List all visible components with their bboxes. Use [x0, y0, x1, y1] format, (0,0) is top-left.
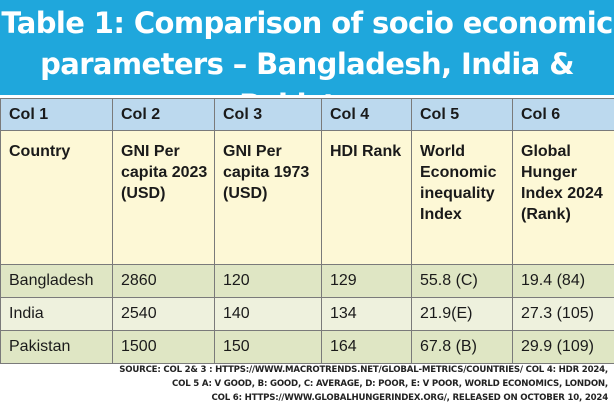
column-label: Global Hunger Index 2024 (Rank) — [512, 130, 614, 265]
title-bar — [0, 0, 614, 95]
source-line-1: SOURCE: COL 2& 3 : HTTPS://WWW.MACROTREN… — [119, 365, 608, 375]
column-header: Col 1 — [0, 98, 113, 131]
title-separator — [0, 95, 614, 98]
source-line-3: COL 6: HTTPS://WWW.GLOBALHUNGERINDEX.ORG… — [211, 393, 609, 403]
column-label: Country — [0, 130, 113, 265]
table-cell: Bangladesh — [0, 264, 113, 298]
table-title: Table 1: Comparison of socio economic pa… — [0, 3, 614, 126]
table-row-india: India 2540 140 134 21.9(E) 27.3 (105) — [0, 297, 614, 331]
column-label-row: Country GNI Per capita 2023 (USD) GNI Pe… — [0, 130, 614, 265]
column-header: Col 2 — [112, 98, 215, 131]
table-cell: 164 — [321, 330, 412, 364]
table-cell: 140 — [214, 297, 322, 331]
column-header: Col 5 — [411, 98, 513, 131]
column-header: Col 6 — [512, 98, 614, 131]
table-cell: 19.4 (84) — [512, 264, 614, 298]
table-cell: 1500 — [112, 330, 215, 364]
table-cell: India — [0, 297, 113, 331]
comparison-table: Col 1 Col 2 Col 3 Col 4 Col 5 Col 6 Coun… — [0, 98, 614, 364]
column-label: HDI Rank — [321, 130, 412, 265]
table-cell: 150 — [214, 330, 322, 364]
source-line-2: COL 5 A: V GOOD, B: GOOD, C: AVERAGE, D:… — [172, 379, 608, 389]
table-cell: 21.9(E) — [411, 297, 513, 331]
table-cell: 2540 — [112, 297, 215, 331]
table-cell: 134 — [321, 297, 412, 331]
column-label: GNI Per capita 1973 (USD) — [214, 130, 322, 265]
table-cell: 129 — [321, 264, 412, 298]
table-cell: 29.9 (109) — [512, 330, 614, 364]
table-cell: 2860 — [112, 264, 215, 298]
column-number-row: Col 1 Col 2 Col 3 Col 4 Col 5 Col 6 — [0, 98, 614, 131]
column-label: World Economic inequality Index — [411, 130, 513, 265]
column-header: Col 4 — [321, 98, 412, 131]
table-cell: Pakistan — [0, 330, 113, 364]
table-row-pakistan: Pakistan 1500 150 164 67.8 (B) 29.9 (109… — [0, 330, 614, 364]
table-cell: 27.3 (105) — [512, 297, 614, 331]
table-cell: 55.8 (C) — [411, 264, 513, 298]
table-cell: 67.8 (B) — [411, 330, 513, 364]
source-note: SOURCE: COL 2& 3 : HTTPS://WWW.MACROTREN… — [108, 363, 608, 405]
column-header: Col 3 — [214, 98, 322, 131]
table-row-bangladesh: Bangladesh 2860 120 129 55.8 (C) 19.4 (8… — [0, 264, 614, 298]
table-cell: 120 — [214, 264, 322, 298]
column-label: GNI Per capita 2023 (USD) — [112, 130, 215, 265]
title-line-1: Table 1: Comparison of socio economic — [1, 6, 613, 40]
